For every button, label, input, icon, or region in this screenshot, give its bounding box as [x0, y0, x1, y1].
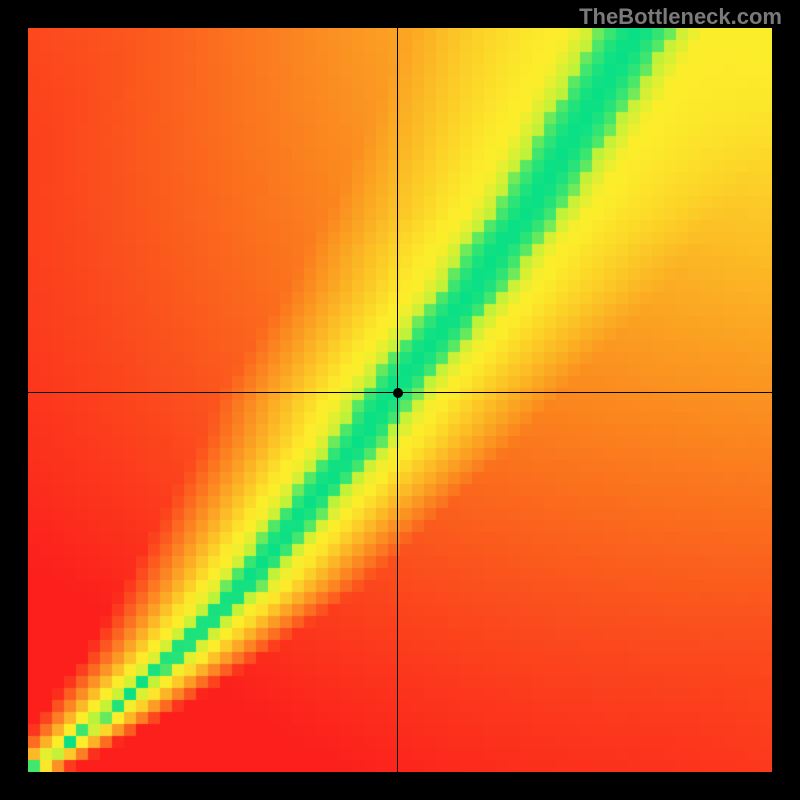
- watermark-text: TheBottleneck.com: [579, 4, 782, 30]
- chart-container: TheBottleneck.com: [0, 0, 800, 800]
- crosshair-marker: [393, 388, 403, 398]
- heatmap-plot: [28, 28, 772, 772]
- crosshair-vertical: [397, 28, 398, 772]
